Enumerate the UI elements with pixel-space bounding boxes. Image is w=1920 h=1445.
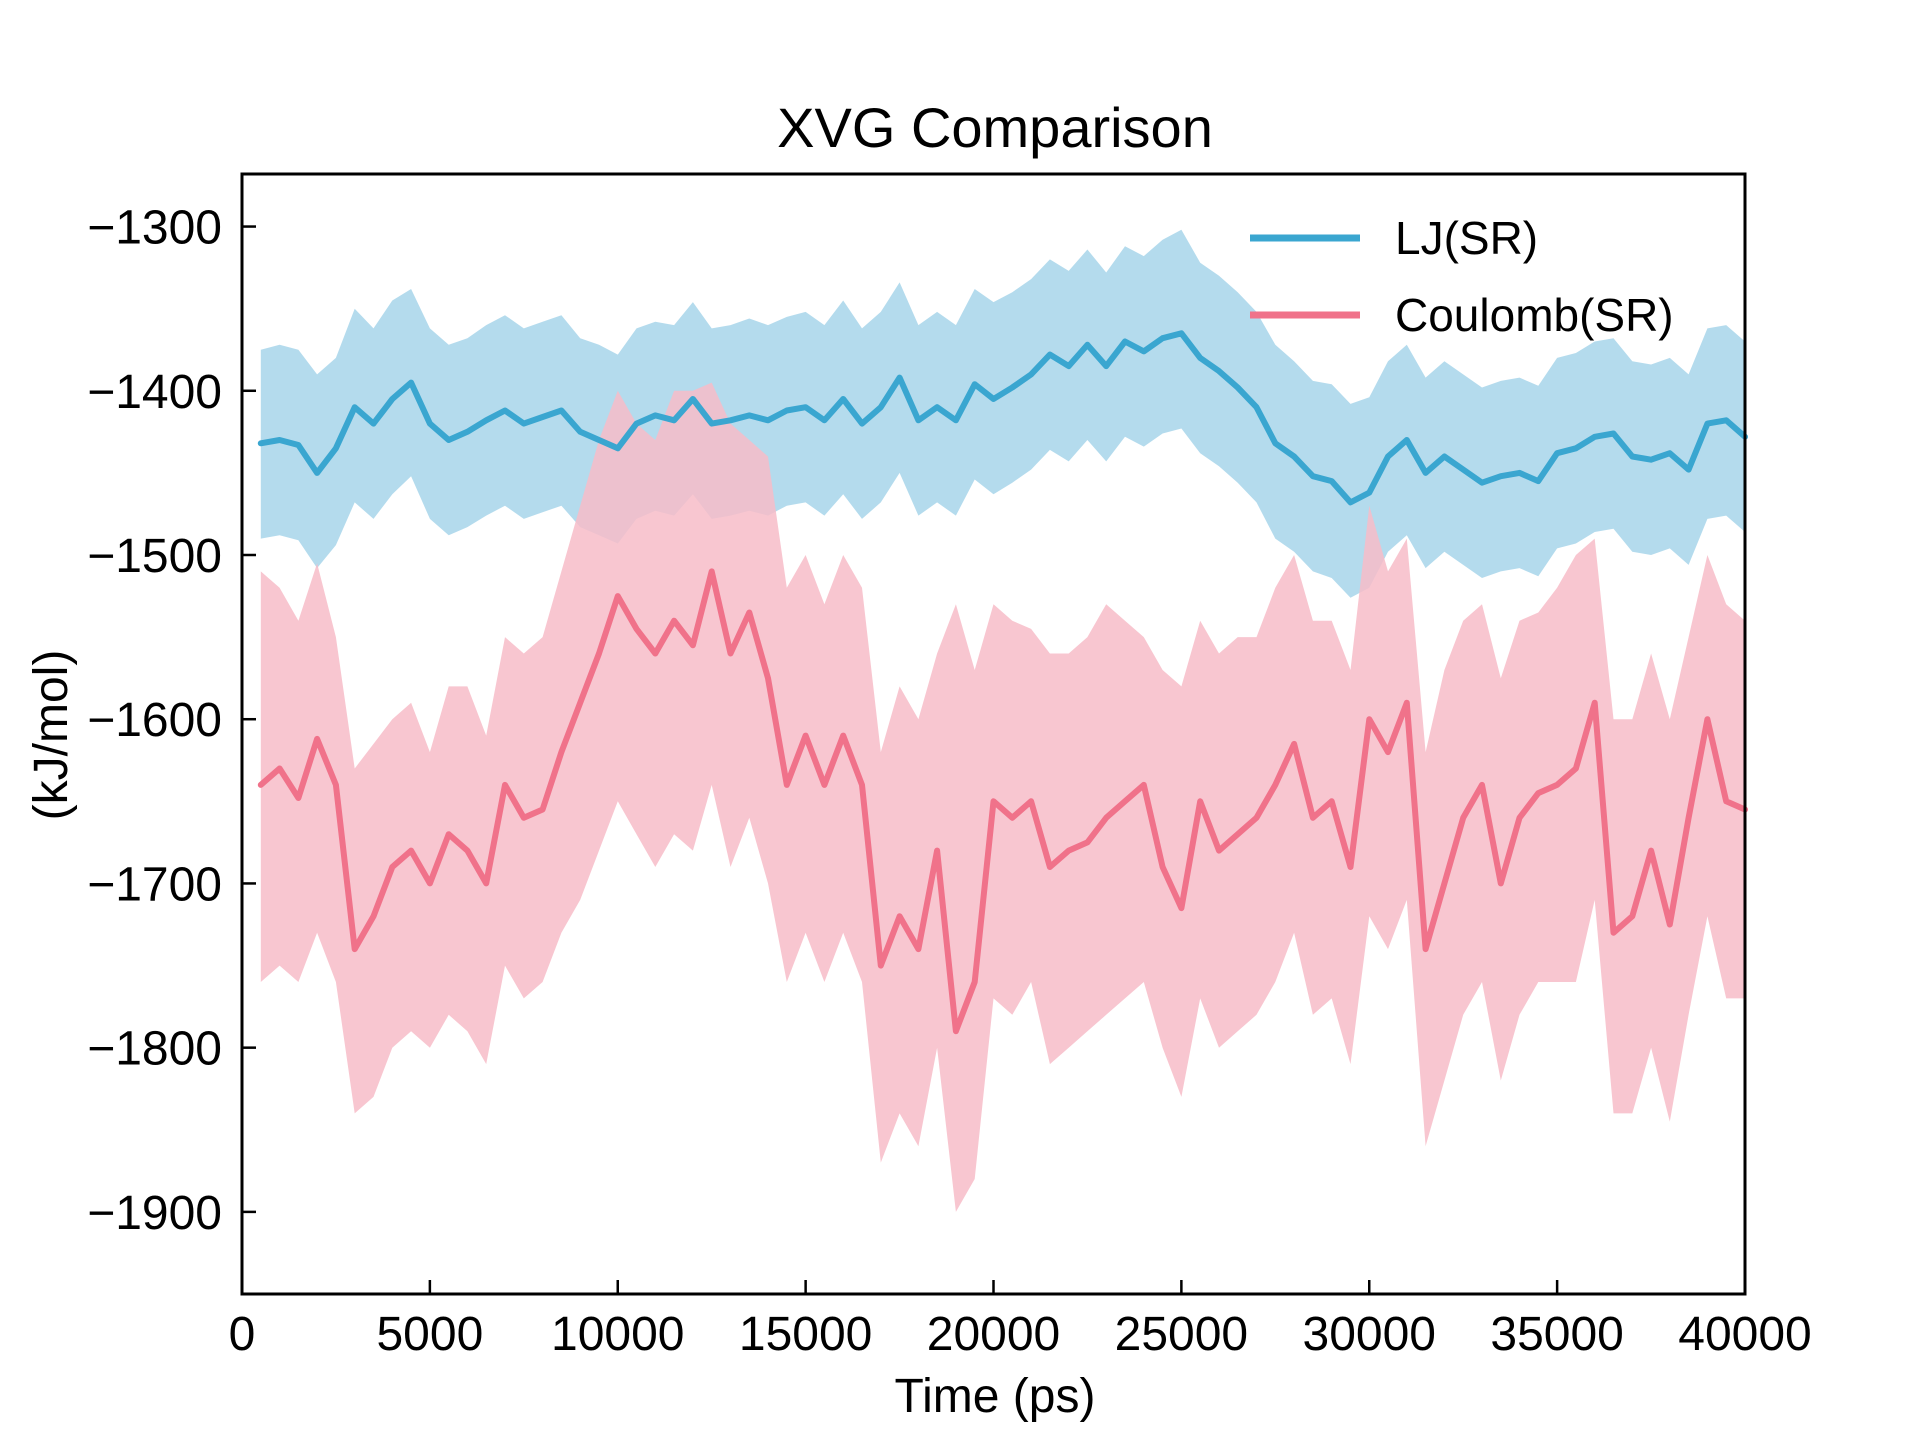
axes: 0 5000 10000 15000 20000 25000 30000 35000 40000… xyxy=(87,172,1812,1361)
x-tick-label: 40000 xyxy=(1678,1308,1811,1361)
confidence-bands xyxy=(260,229,1745,1212)
x-tick-label: 10000 xyxy=(551,1308,684,1361)
legend-label-1: Coulomb(SR) xyxy=(1395,289,1674,341)
y-tick-label: −1800 xyxy=(87,1023,222,1076)
x-axis-label: Time (ps) xyxy=(895,1370,1096,1423)
line-series-0 xyxy=(257,330,1748,506)
series-lines xyxy=(257,330,1748,1035)
y-tick-label: −1400 xyxy=(87,366,222,419)
legend: LJ(SR) Coulomb(SR) xyxy=(1250,212,1674,341)
x-tick-label: 15000 xyxy=(739,1308,872,1361)
x-tick-label: 25000 xyxy=(1115,1308,1248,1361)
chart-title: XVG Comparison xyxy=(777,96,1213,159)
band-series-0 xyxy=(260,229,1745,598)
y-tick-label: −1500 xyxy=(87,530,222,583)
x-tick-label: 35000 xyxy=(1490,1308,1623,1361)
y-tick-label: −1700 xyxy=(87,858,222,911)
x-tick-label: 0 xyxy=(229,1308,256,1361)
x-tick-label: 30000 xyxy=(1303,1308,1436,1361)
legend-label-0: LJ(SR) xyxy=(1395,212,1538,264)
y-tick-label: −1900 xyxy=(87,1187,222,1240)
line-series-1 xyxy=(257,568,1748,1035)
x-tick-label: 5000 xyxy=(376,1308,483,1361)
y-tick-label: −1600 xyxy=(87,694,222,747)
band-series-1 xyxy=(260,382,1745,1212)
y-tick-label: −1300 xyxy=(87,202,222,255)
x-tick-label: 20000 xyxy=(927,1308,1060,1361)
y-axis-label: (kJ/mol) xyxy=(25,650,78,821)
